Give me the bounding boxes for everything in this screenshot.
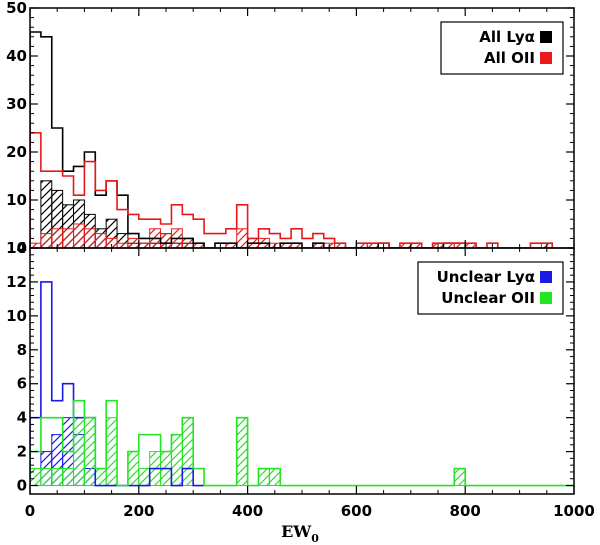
y-tick-label: 12 bbox=[6, 273, 27, 291]
hist-outline-unclear-oii bbox=[30, 399, 574, 487]
bottom-legend: Unclear Lyα Unclear OII bbox=[417, 261, 564, 315]
hist-bar-clear-oii-hatched--1 bbox=[40, 233, 53, 248]
hist-bar-clear-oii-hatched--19 bbox=[236, 228, 249, 248]
y-tick-label: 50 bbox=[6, 0, 27, 17]
bottom-legend-box bbox=[417, 261, 564, 315]
bottom-series-group bbox=[30, 281, 574, 487]
y-tick-label: 6 bbox=[17, 375, 27, 393]
legend-swatch-all-oii bbox=[540, 52, 552, 64]
top-legend-box bbox=[440, 21, 564, 75]
legend-label-unclear-lya: Unclear Lyα bbox=[437, 268, 535, 286]
hist-bar-clear-oii-hatched--3 bbox=[62, 468, 75, 487]
legend-label-all-oii: All OII bbox=[484, 49, 535, 67]
hist-bar-clear-oii-hatched--14 bbox=[236, 417, 249, 487]
x-axis-title: EW0 bbox=[281, 522, 319, 545]
x-axis-title-main: EW bbox=[281, 522, 312, 541]
bottom-plot-frame bbox=[29, 247, 575, 495]
hist-bar-clear-oii-hatched--16 bbox=[268, 468, 281, 487]
hist-bar-clear-oii-hatched--13 bbox=[181, 417, 194, 487]
x-tick-label: 600 bbox=[341, 502, 372, 520]
hist-outline-unclear-ly- bbox=[30, 281, 205, 487]
hist-bar-clear-oii-hatched--17 bbox=[453, 468, 466, 487]
y-tick-label: 0 bbox=[17, 477, 27, 495]
hist-bar-clear-oii-hatched--9 bbox=[138, 468, 151, 487]
top-panel: 0 10 20 30 40 50 All Lyα All OII bbox=[6, 0, 575, 257]
hist-bar-clear-oii-hatched--9 bbox=[127, 237, 140, 248]
hist-bar-clear-oii-hatched--4 bbox=[73, 417, 85, 487]
bottom-x-axis: 0 200 400 600 800 1000 bbox=[25, 248, 595, 520]
hist-outline-all-oii bbox=[30, 132, 554, 248]
hist-bar-clear-oii-hatched--14 bbox=[181, 237, 194, 248]
y-tick-label: 10 bbox=[6, 191, 27, 209]
x-tick-label: 1000 bbox=[553, 502, 595, 520]
hist-bar-clear-oii-hatched--12 bbox=[170, 434, 183, 487]
x-tick-label: 800 bbox=[450, 502, 481, 520]
legend-label-unclear-oii: Unclear OII bbox=[441, 289, 535, 307]
y-tick-label: 30 bbox=[6, 95, 27, 113]
legend-swatch-unclear-oii bbox=[540, 292, 552, 304]
hist-bar-clear-oii-hatched--6 bbox=[94, 468, 107, 487]
hist-bar-clear-oii-hatched--5 bbox=[83, 228, 96, 248]
y-tick-label: 40 bbox=[6, 47, 27, 65]
top-legend: All Lyα All OII bbox=[440, 21, 564, 75]
y-tick-label: 8 bbox=[17, 341, 27, 359]
y-tick-label: 10 bbox=[6, 307, 27, 325]
bottom-panel: 0 2 4 6 8 10 12 14 0 200 400 600 800 1000 Unclear Ly… bbox=[6, 239, 595, 545]
x-tick-label: 0 bbox=[25, 502, 35, 520]
y-tick-label: 2 bbox=[17, 443, 27, 461]
hist-bar-clear-oii-hatched--6 bbox=[94, 233, 107, 248]
hist-bar-clear-oii-hatched--15 bbox=[257, 468, 270, 487]
x-tick-label: 200 bbox=[123, 502, 154, 520]
x-tick-label: 400 bbox=[232, 502, 263, 520]
y-tick-label: 4 bbox=[17, 409, 27, 427]
hist-bar-clear-oii-hatched--2 bbox=[51, 468, 64, 487]
y-tick-label: 0 bbox=[17, 239, 27, 257]
y-tick-label: 14 bbox=[6, 239, 27, 257]
legend-label-all-lya: All Lyα bbox=[479, 28, 535, 46]
x-axis-title-subscript: 0 bbox=[311, 532, 319, 545]
y-tick-label: 20 bbox=[6, 143, 27, 161]
legend-swatch-unclear-lya bbox=[540, 271, 552, 283]
legend-swatch-all-lya bbox=[540, 31, 552, 43]
hist-bar-clear-oii-hatched--0 bbox=[30, 468, 42, 487]
hist-bar-clear-oii-hatched--7 bbox=[105, 417, 118, 487]
hist-bar-clear-oii-hatched--3 bbox=[62, 228, 75, 248]
hist-bar-clear-oii-hatched--5 bbox=[83, 417, 96, 487]
hist-bar-clear-oii-hatched--1 bbox=[40, 468, 53, 487]
hist-bar-clear-oii-hatched--8 bbox=[127, 451, 140, 487]
hist-bar-clear-oii-hatched--4 bbox=[73, 223, 85, 248]
